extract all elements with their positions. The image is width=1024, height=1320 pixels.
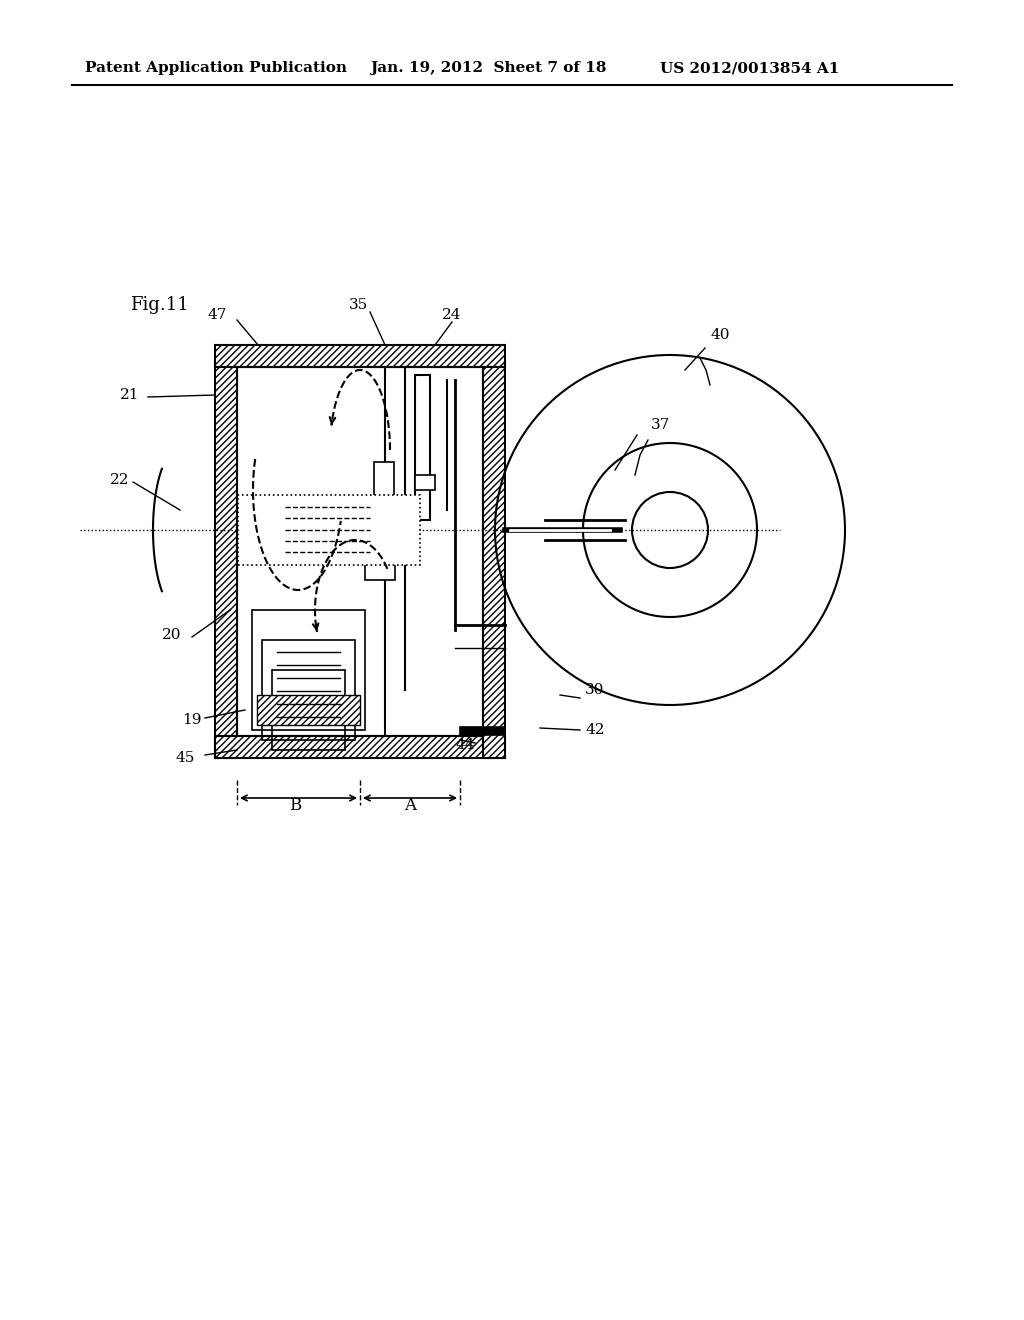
Text: 40: 40 <box>711 327 730 342</box>
Text: 20: 20 <box>162 628 181 642</box>
Bar <box>415 375 430 520</box>
Bar <box>252 610 365 730</box>
Bar <box>262 640 355 741</box>
Bar <box>374 462 394 500</box>
Bar <box>460 727 505 735</box>
Text: 37: 37 <box>650 418 670 432</box>
Text: A: A <box>404 797 416 814</box>
Text: Jan. 19, 2012  Sheet 7 of 18: Jan. 19, 2012 Sheet 7 of 18 <box>370 61 606 75</box>
Bar <box>215 737 505 758</box>
Bar <box>415 475 435 490</box>
Text: B: B <box>289 797 301 814</box>
Text: 35: 35 <box>348 298 368 312</box>
Bar <box>483 367 505 758</box>
Text: 45: 45 <box>175 751 195 766</box>
Bar <box>257 696 360 725</box>
Text: Patent Application Publication: Patent Application Publication <box>85 61 347 75</box>
Text: 24: 24 <box>442 308 462 322</box>
Text: US 2012/0013854 A1: US 2012/0013854 A1 <box>660 61 840 75</box>
Bar <box>365 554 395 579</box>
Text: Fig.11: Fig.11 <box>130 296 188 314</box>
Text: 19: 19 <box>182 713 202 727</box>
Bar <box>272 671 345 750</box>
Text: 44: 44 <box>456 738 475 752</box>
Text: 47: 47 <box>207 308 226 322</box>
Text: 30: 30 <box>586 682 605 697</box>
Text: 42: 42 <box>586 723 605 737</box>
Text: 21: 21 <box>120 388 139 403</box>
Text: 22: 22 <box>111 473 130 487</box>
Bar <box>215 345 505 367</box>
Bar <box>238 495 420 565</box>
Bar <box>215 367 237 758</box>
